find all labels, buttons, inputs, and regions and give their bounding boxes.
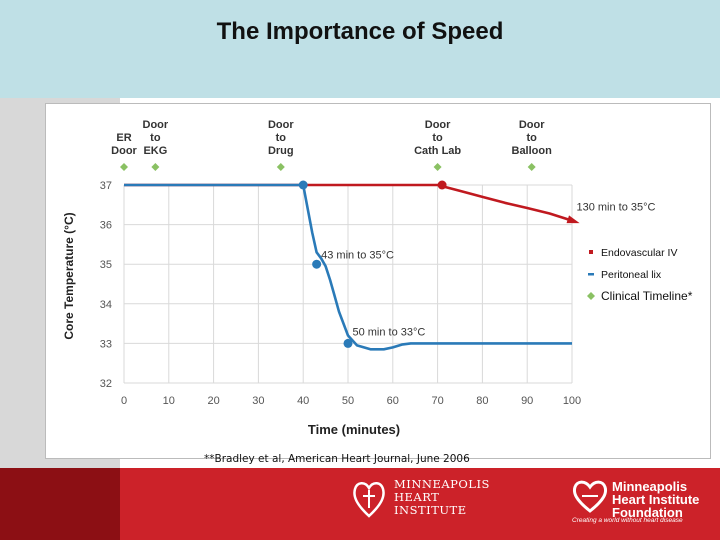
y-tick-label: 34: [100, 299, 112, 311]
x-tick-label: 70: [431, 395, 443, 407]
mhif-line3: Foundation: [612, 505, 683, 520]
mhi-line2: HEART: [394, 490, 440, 504]
milestone-label: Cath Lab: [414, 145, 461, 157]
legend-marker: [588, 273, 594, 276]
legend-label: Peritoneal lix: [601, 269, 662, 281]
milestone-label: to: [526, 132, 537, 144]
mhi-line1: MINNEAPOLIS: [394, 477, 490, 491]
annotation-label: 130 min to 35°C: [576, 202, 655, 214]
milestone-marker: [151, 163, 160, 171]
milestone-label: Door: [143, 119, 169, 131]
milestone-marker: [527, 163, 536, 171]
y-tick-label: 35: [100, 259, 112, 271]
x-tick-label: 20: [207, 395, 219, 407]
milestone-label: to: [432, 132, 443, 144]
y-tick-label: 32: [100, 378, 112, 390]
slide-title: The Importance of Speed: [216, 18, 504, 45]
x-tick-label: 100: [563, 395, 581, 407]
milestone-label: to: [150, 132, 161, 144]
x-tick-label: 30: [252, 395, 264, 407]
chart-frame: 32 33 34 35 36 37 0 10 20 30 40 50 60 70 80 90 100 Time (…: [46, 104, 710, 458]
milestone-marker: [276, 163, 285, 171]
series-arrowhead: [566, 215, 580, 224]
legend-label: Endovascular IV: [601, 247, 677, 259]
x-tick-label: 60: [387, 395, 399, 407]
data-point: [312, 259, 322, 269]
milestone-label: ER: [116, 132, 131, 144]
citation: **Bradley et al, American Heart Journal,…: [204, 453, 470, 465]
milestone-label: Door: [425, 119, 451, 131]
y-axis-label: Core Temperature (°C): [62, 212, 76, 339]
milestone-label: Door: [268, 119, 294, 131]
data-point: [437, 180, 447, 190]
foundation-tagline: Creating a world without heart disease: [572, 517, 683, 524]
x-tick-label: 90: [521, 395, 533, 407]
legend-marker: [587, 292, 595, 300]
title-bar: [0, 0, 720, 98]
series-line: [124, 183, 572, 351]
milestone-label: Balloon: [512, 145, 553, 157]
x-tick-label: 0: [121, 395, 127, 407]
footer-dark-block: [0, 468, 120, 540]
milestone-marker: [433, 163, 442, 171]
x-tick-label: 10: [163, 395, 175, 407]
mhif-line1: Minneapolis: [612, 479, 688, 494]
annotation-label: 50 min to 33°C: [352, 326, 425, 338]
legend-label: Clinical Timeline*: [601, 289, 693, 303]
milestone-label: EKG: [143, 145, 167, 157]
data-point: [343, 338, 353, 348]
mhif-line2: Heart Institute: [612, 492, 700, 507]
mhi-logo-text: MINNEAPOLIS HEART INSTITUTE: [394, 478, 490, 517]
milestone-label: Drug: [268, 145, 294, 157]
milestone-marker: [120, 163, 128, 171]
footer-bar: [0, 468, 720, 540]
mhif-logo-text: Minneapolis Heart Institute Foundation: [612, 480, 699, 519]
x-tick-label: 50: [342, 395, 354, 407]
x-tick-label: 40: [297, 395, 309, 407]
milestone-label: to: [276, 132, 287, 144]
data-point: [298, 180, 308, 190]
annotation-label: 43 min to 35°C: [321, 249, 394, 261]
x-axis-label: Time (minutes): [308, 422, 400, 437]
mhi-line3: INSTITUTE: [394, 503, 467, 517]
y-tick-label: 36: [100, 220, 112, 232]
legend-marker: [589, 250, 593, 254]
milestone-label: Door: [111, 145, 137, 157]
y-tick-label: 37: [100, 180, 112, 192]
x-tick-label: 80: [476, 395, 488, 407]
temperature-chart: 32 33 34 35 36 37 0 10 20 30 40 50 60 70 80 90 100 Time (…: [62, 119, 693, 437]
milestone-label: Door: [519, 119, 545, 131]
foundation-heart-icon: [572, 480, 608, 513]
heart-logo-icon: [353, 482, 385, 518]
y-tick-label: 33: [100, 338, 112, 350]
